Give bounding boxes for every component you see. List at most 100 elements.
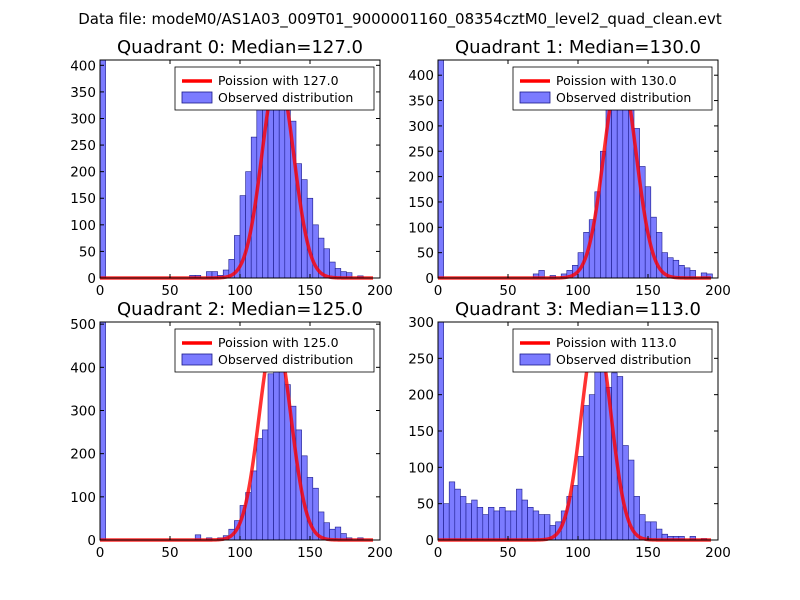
quadrant-1-ytick-label: 300: [408, 119, 434, 135]
quadrant-3-xtick-label: 0: [434, 545, 443, 561]
quadrant-2-bar: [262, 429, 269, 541]
quadrant-3-ytick-label: 100: [408, 460, 434, 476]
quadrant-2-ytick-label: 0: [87, 533, 96, 549]
quadrant-3-bar: [471, 499, 478, 541]
quadrant-0-ytick-label: 50: [79, 244, 96, 260]
quadrant-1-bar: [437, 59, 444, 279]
quadrant-1-ytick-label: 100: [408, 220, 434, 236]
quadrant-3-ytick-label: 300: [408, 315, 434, 331]
quadrant-3-xtick-label: 100: [565, 545, 591, 561]
quadrant-1-legend-poisson-label: Poission with 130.0: [556, 73, 677, 88]
quadrant-3-bar: [493, 510, 500, 541]
quadrant-1-xtick-label: 150: [635, 283, 661, 299]
quadrant-0-ytick-label: 250: [70, 138, 96, 154]
quadrant-3-bar: [572, 485, 579, 541]
quadrant-3-bar: [454, 488, 461, 541]
quadrant-1-ytick-label: 150: [408, 195, 434, 211]
quadrant-3-bar: [538, 514, 545, 541]
quadrant-2-legend-poisson-label: Poission with 125.0: [218, 335, 339, 350]
quadrant-0-ytick-label: 300: [70, 111, 96, 127]
quadrant-3-xtick-label: 50: [499, 545, 516, 561]
quadrant-2-bar: [256, 438, 263, 541]
quadrant-2-ytick-label: 500: [70, 317, 96, 333]
quadrant-1-ytick-label: 350: [408, 94, 434, 110]
quadrant-0-xtick-label: 0: [96, 283, 105, 299]
quadrant-1-legend-bar-swatch: [519, 91, 551, 104]
quadrant-2-panel: Quadrant 2: Median=125.0 0 50 100 150 200 0 10…: [70, 299, 393, 561]
quadrant-0-ytick-label: 100: [70, 218, 96, 234]
quadrant-2-legend-bar-swatch: [181, 353, 213, 366]
quadrant-3-bar: [532, 510, 540, 541]
quadrant-3-xtick-label: 150: [635, 545, 661, 561]
quadrant-0-panel: Quadrant 0: Median=127.0 0 50 100 150 200 0 50…: [70, 37, 393, 299]
quadrant-3-bar: [504, 510, 512, 541]
quadrant-1-xtick-label: 0: [434, 283, 443, 299]
quadrant-1-ytick-label: 400: [408, 68, 434, 84]
quadrant-3-bar: [460, 496, 467, 541]
quadrant-3-bar: [499, 506, 506, 541]
quadrant-2-bar: [99, 321, 106, 541]
quadrant-1-title: Quadrant 1: Median=130.0: [455, 37, 701, 58]
quadrant-0-ytick-label: 350: [70, 85, 96, 101]
quadrant-2-bar: [278, 349, 286, 541]
quadrant-3-bar: [448, 481, 456, 541]
quadrant-3-bar: [482, 514, 489, 541]
quadrant-0-legend-observed-label: Observed distribution: [218, 90, 353, 105]
quadrant-3-bar: [476, 506, 484, 541]
quadrant-1-panel: Quadrant 1: Median=130.0 0 50 100 150 200 0 50…: [408, 37, 731, 299]
quadrant-3-ytick-label: 200: [408, 388, 434, 404]
quadrant-1-xtick-label: 200: [705, 283, 731, 299]
quadrant-2-xtick-label: 150: [297, 545, 323, 561]
quadrant-2-xtick-label: 0: [96, 545, 105, 561]
quadrant-2-ytick-label: 100: [70, 490, 96, 506]
quadrant-0-ytick-label: 0: [87, 271, 96, 287]
quadrant-0-bar: [273, 80, 280, 279]
quadrant-0-title: Quadrant 0: Median=127.0: [117, 37, 363, 58]
quadrant-3-bar: [527, 506, 534, 541]
quadrant-0-bar: [99, 59, 106, 279]
quadrant-2-xtick-label: 100: [227, 545, 253, 561]
quadrant-0-ytick-label: 400: [70, 58, 96, 74]
quadrant-3-legend-poisson-label: Poission with 113.0: [556, 335, 677, 350]
quadrant-1-ytick-label: 0: [425, 271, 434, 287]
quadrant-0-ytick-label: 150: [70, 191, 96, 207]
quadrant-1-xtick-label: 50: [499, 283, 516, 299]
quadrant-3-bar: [588, 394, 596, 541]
quadrant-2-xtick-label: 200: [367, 545, 393, 561]
quadrant-0-xtick-label: 50: [161, 283, 178, 299]
quadrant-2-bar: [334, 526, 342, 541]
quadrant-3-ytick-label: 250: [408, 351, 434, 367]
quadrant-2-bar: [250, 470, 258, 541]
quadrant-3-legend-observed-label: Observed distribution: [556, 352, 691, 367]
quadrant-3-bar: [465, 503, 472, 541]
quadrant-0-xtick-label: 200: [367, 283, 393, 299]
quadrant-0-xtick-label: 150: [297, 283, 323, 299]
quadrant-1-bar: [672, 259, 680, 279]
quadrant-3-xtick-label: 200: [705, 545, 731, 561]
quadrant-3-ytick-label: 150: [408, 424, 434, 440]
quadrant-0-legend-poisson-label: Poission with 127.0: [218, 73, 339, 88]
quadrant-3-bar: [510, 510, 517, 541]
quadrant-3-bar: [650, 521, 657, 541]
quadrant-2-bar: [267, 373, 274, 541]
quadrant-0-legend-bar-swatch: [181, 91, 213, 104]
quadrant-1-bar: [611, 92, 618, 279]
quadrant-3-bar: [583, 405, 590, 541]
quadrant-2-ytick-label: 200: [70, 447, 96, 463]
quadrant-3-ytick-label: 0: [425, 533, 434, 549]
quadrant-3-bar: [516, 488, 523, 541]
quadrant-1-ytick-label: 50: [417, 246, 434, 262]
quadrant-3-bar: [577, 456, 584, 541]
quadrant-3-bar: [443, 503, 450, 541]
quadrant-1-ytick-label: 200: [408, 170, 434, 186]
quadrant-0-bar: [278, 80, 286, 279]
quadrant-3-bar: [544, 514, 551, 541]
quadrant-1-xtick-label: 100: [565, 283, 591, 299]
quadrant-1-ytick-label: 250: [408, 144, 434, 160]
quadrant-0-xtick-label: 100: [227, 283, 253, 299]
quadrant-3-panel: Quadrant 3: Median=113.0 0 50 100 150 200 0 50…: [408, 299, 731, 561]
quadrant-3-bar: [488, 506, 495, 541]
quadrant-3-legend-bar-swatch: [519, 353, 551, 366]
quadrant-2-title: Quadrant 2: Median=125.0: [117, 299, 363, 320]
